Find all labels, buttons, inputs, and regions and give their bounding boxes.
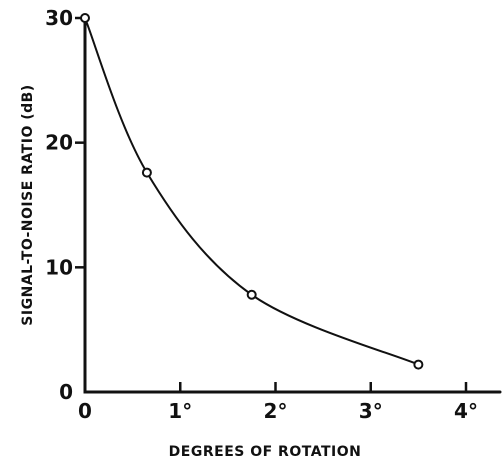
y-tick-label: 30 — [45, 6, 73, 30]
y-axis-title: SIGNAL-TO-NOISE RATIO (dB) — [20, 84, 36, 325]
x-tick-label: 1° — [168, 399, 192, 423]
series-line — [84, 17, 419, 366]
data-point — [141, 167, 152, 178]
x-axis-ticks: 0 1° 2° 3° 4° — [78, 382, 478, 423]
data-point — [80, 13, 90, 23]
x-tick-label: 3° — [359, 399, 383, 423]
x-tick-label: 0 — [78, 399, 92, 423]
series-markers — [80, 13, 424, 370]
y-axis-ticks: 0 10 20 30 — [45, 6, 85, 404]
data-point — [246, 289, 257, 300]
y-tick-label: 10 — [45, 255, 73, 279]
x-tick-label: 4° — [454, 399, 478, 423]
y-tick-label: 20 — [45, 131, 73, 155]
x-tick-label: 2° — [264, 399, 288, 423]
x-axis-title: DEGREES OF ROTATION — [169, 444, 362, 460]
axes — [83, 16, 502, 394]
plot-area: 0 10 20 30 0 1° 2° 3° 4° — [45, 6, 502, 423]
data-point — [413, 359, 424, 370]
y-tick-label: 0 — [59, 380, 73, 404]
